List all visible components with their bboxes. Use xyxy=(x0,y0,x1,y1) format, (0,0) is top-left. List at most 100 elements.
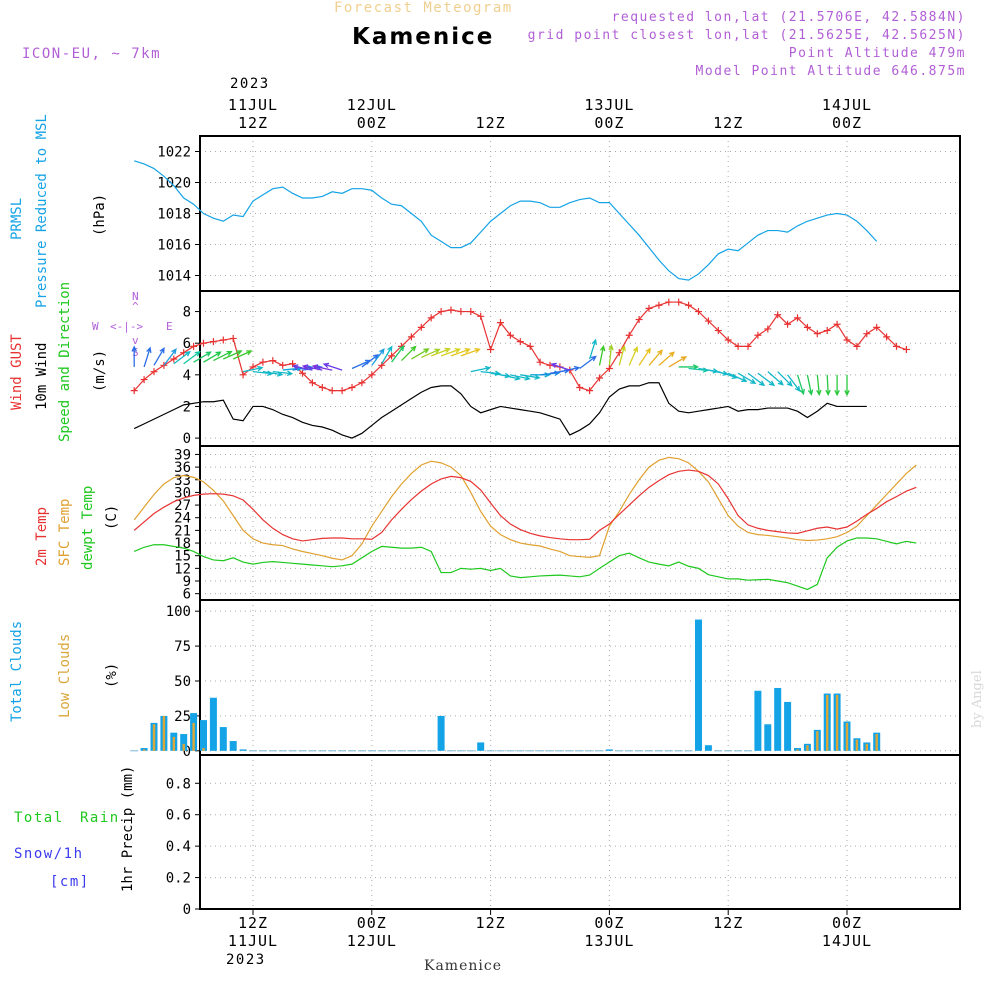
compass-e: E xyxy=(166,320,173,333)
bottom-hour-label: 12Z xyxy=(476,914,506,932)
wind-direction-arrow xyxy=(213,350,233,362)
wind-gust-marker xyxy=(576,383,584,391)
top-date-label: 14JUL xyxy=(822,96,872,114)
low-clouds-bar xyxy=(855,739,859,751)
low-clouds-bar xyxy=(806,745,809,751)
wind-direction-arrow xyxy=(440,348,462,357)
wind-gust-marker xyxy=(685,301,693,309)
wind-gust-marker xyxy=(902,346,910,354)
wind-gust-marker xyxy=(447,306,455,314)
requested-coords: requested lon,lat (21.5706E, 42.5884N) xyxy=(611,10,966,25)
wind-direction-arrow xyxy=(767,371,784,386)
compass-arrow-up: ^ xyxy=(132,300,139,313)
wind-gust-marker xyxy=(259,358,267,366)
top-hour-label: 12Z xyxy=(238,114,268,132)
total-clouds-bar xyxy=(229,741,237,751)
wind-direction-arrow xyxy=(163,348,177,366)
wind-gust-marker xyxy=(506,331,514,339)
wind-direction-arrow xyxy=(520,374,541,380)
total-clouds-bar xyxy=(200,720,207,751)
rain-label: Rain xyxy=(80,810,120,826)
wind-direction-arrow xyxy=(588,338,597,360)
wind-gust-marker xyxy=(704,317,712,325)
wind-gust-marker xyxy=(754,331,762,339)
wind-gust-marker xyxy=(774,311,782,319)
wind-gust-marker xyxy=(467,308,475,316)
wind-direction-arrow xyxy=(272,370,294,376)
top-date-label: 11JUL xyxy=(228,96,278,114)
low-clouds-bar xyxy=(875,734,878,751)
wind-gust-marker xyxy=(417,323,425,331)
wind-gust-marker xyxy=(675,298,683,306)
pressure-ytick-label: 1020 xyxy=(157,176,191,192)
precip-ytick-label: 0.4 xyxy=(166,839,191,855)
wind-direction-arrow xyxy=(203,351,222,363)
wind-gust-marker xyxy=(219,336,227,344)
wind-direction-arrow xyxy=(844,374,850,397)
wind-direction-arrow xyxy=(401,345,417,362)
precip-ytick-label: 0.2 xyxy=(166,871,191,887)
wind-gust-marker xyxy=(160,361,168,369)
wind-gust-marker xyxy=(328,387,336,395)
bottom-hour-label: 12Z xyxy=(713,914,743,932)
wind-ytick-label: 6 xyxy=(183,336,191,352)
wind-direction-arrow xyxy=(834,374,840,397)
wind-gust-marker xyxy=(457,308,465,316)
total-clouds-bar xyxy=(209,697,217,751)
wind-gust-marker xyxy=(586,387,594,395)
temp-ytick-label: 24 xyxy=(174,511,191,527)
wind-compass: N ^ W <-|-> E v S xyxy=(90,290,180,360)
bottom-date-label: 13JUL xyxy=(584,932,634,950)
wind-gust-marker xyxy=(358,379,366,387)
temp-ytick-label: 12 xyxy=(174,561,191,577)
wind-direction-arrow xyxy=(232,350,253,360)
wind-gust-marker xyxy=(724,336,732,344)
wind-gust-marker xyxy=(229,334,237,342)
wind-direction-arrow xyxy=(361,354,380,368)
wind-direction-arrow xyxy=(421,348,441,359)
low-clouds-bar xyxy=(826,694,829,751)
top-hour-label: 12Z xyxy=(713,114,743,132)
wind-gust-marker xyxy=(338,387,346,395)
total-label: Total xyxy=(14,810,64,826)
wind-direction-arrow xyxy=(131,345,137,367)
wind-ytick-label: 0 xyxy=(183,431,191,447)
prmsl-line xyxy=(134,160,878,281)
total-clouds-bar xyxy=(695,619,702,751)
model-point-altitude: Model Point Altitude 646.875m xyxy=(695,64,966,79)
wind-direction-arrow xyxy=(708,369,729,376)
top-hour-label: 12Z xyxy=(476,114,506,132)
wind-gust-marker xyxy=(695,308,702,316)
wind-direction-arrow xyxy=(678,364,700,370)
wind-gust-marker xyxy=(200,339,207,347)
wind-gust-marker xyxy=(388,352,396,360)
bottom-date-label: 14JUL xyxy=(822,932,872,950)
wind-ytick-label: 2 xyxy=(183,399,191,415)
wind-direction-arrow xyxy=(816,374,822,397)
low-clouds-bar xyxy=(835,694,839,751)
low-clouds-bar xyxy=(142,749,146,751)
clouds-ytick-label: 100 xyxy=(166,604,191,620)
wind-gust-marker xyxy=(516,338,524,346)
bottom-hour-label: 00Z xyxy=(832,914,862,932)
dewpt-line xyxy=(133,537,917,591)
wind-gust-marker xyxy=(883,333,891,341)
wind-gust-marker xyxy=(784,320,792,328)
gridpoint-coords: grid point closest lon,lat (21.5625E, 42… xyxy=(527,28,966,43)
precip-ytick-label: 0.8 xyxy=(166,776,191,792)
wind-direction-arrow xyxy=(608,344,614,366)
precip-ytick-label: 0.6 xyxy=(166,808,191,824)
top-hour-label: 00Z xyxy=(357,114,387,132)
wind-direction-arrow xyxy=(787,374,801,393)
wind-direction-arrow xyxy=(825,374,831,397)
wind-gust-marker xyxy=(526,342,534,350)
low-clouds-bar xyxy=(865,743,868,751)
wind-direction-arrow xyxy=(301,364,323,371)
wind-gust-marker xyxy=(279,361,287,369)
wind-gust-marker xyxy=(239,371,247,379)
wind-gust-marker xyxy=(833,320,841,328)
bottom-hour-label: 00Z xyxy=(594,914,624,932)
model-label: ICON-EU, ~ 7km xyxy=(22,46,162,62)
top-year: 2023 xyxy=(230,76,270,92)
total-clouds-bar xyxy=(784,701,792,751)
